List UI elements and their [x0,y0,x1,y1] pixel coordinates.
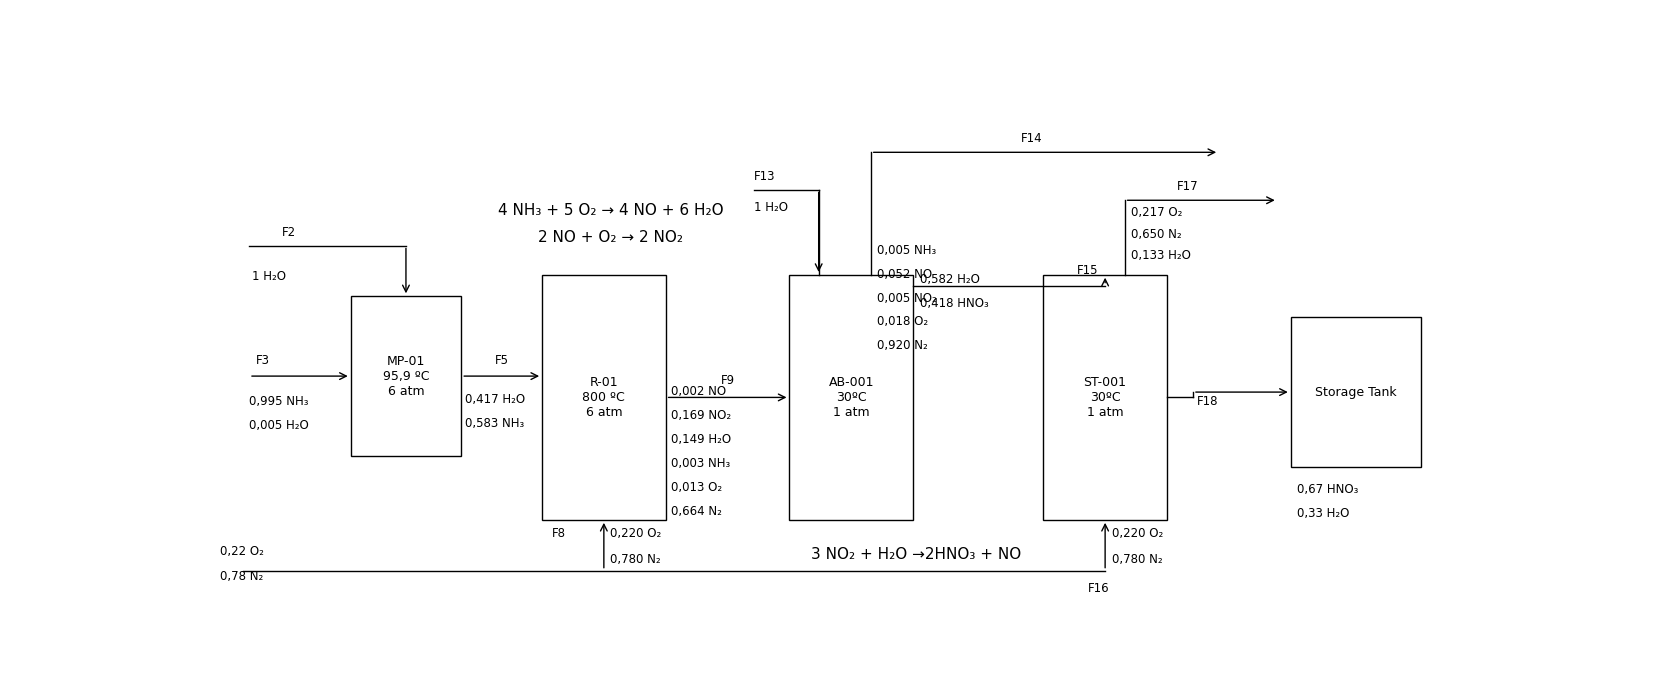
Text: 2 NO + O₂ → 2 NO₂: 2 NO + O₂ → 2 NO₂ [538,230,682,245]
Text: R-01
800 ºC
6 atm: R-01 800 ºC 6 atm [583,376,625,419]
Text: 0,650 N₂: 0,650 N₂ [1131,228,1181,241]
Text: 0,78 N₂: 0,78 N₂ [220,570,264,583]
Text: F9: F9 [721,374,734,387]
Text: AB-001
30ºC
1 atm: AB-001 30ºC 1 atm [828,376,874,419]
Bar [1043,275,1168,520]
Text: 0,67 HNO₃: 0,67 HNO₃ [1297,483,1359,496]
Text: F17: F17 [1178,180,1200,192]
Text: Storage Tank: Storage Tank [1315,385,1396,399]
Bar [543,275,665,520]
Bar [790,275,914,520]
Text: 0,220 O₂: 0,220 O₂ [1112,527,1163,540]
Text: 0,920 N₂: 0,920 N₂ [877,340,927,352]
Text: 0,780 N₂: 0,780 N₂ [1112,553,1163,566]
Text: F13: F13 [754,170,774,183]
Text: 0,013 O₂: 0,013 O₂ [670,481,722,493]
Text: F2: F2 [282,226,296,239]
Text: F8: F8 [551,527,566,540]
Text: 0,133 H₂O: 0,133 H₂O [1131,249,1191,262]
Text: F18: F18 [1196,395,1218,408]
Text: 1 H₂O: 1 H₂O [754,201,788,214]
Text: 0,149 H₂O: 0,149 H₂O [670,432,731,446]
Text: 0,417 H₂O: 0,417 H₂O [465,393,526,406]
Text: 3 NO₂ + H₂O →2HNO₃ + NO: 3 NO₂ + H₂O →2HNO₃ + NO [811,547,1021,562]
Text: 0,003 NH₃: 0,003 NH₃ [670,457,731,470]
Text: 0,169 NO₂: 0,169 NO₂ [670,409,731,421]
Text: 0,582 H₂O: 0,582 H₂O [919,273,979,286]
Text: 0,418 HNO₃: 0,418 HNO₃ [919,297,988,310]
Text: 0,217 O₂: 0,217 O₂ [1131,206,1183,219]
Text: 0,005 NH₃: 0,005 NH₃ [877,244,936,257]
Text: 0,002 NO: 0,002 NO [670,385,726,398]
Text: 0,664 N₂: 0,664 N₂ [670,504,722,518]
Text: 0,052 NO: 0,052 NO [877,268,932,280]
Text: 0,005 NO₂: 0,005 NO₂ [877,291,937,304]
Bar [351,296,462,456]
Text: 0,33 H₂O: 0,33 H₂O [1297,507,1349,520]
Text: F5: F5 [494,354,509,367]
Text: 0,780 N₂: 0,780 N₂ [610,553,660,566]
Text: F16: F16 [1089,582,1109,595]
Text: F14: F14 [1021,131,1043,145]
Text: F3: F3 [255,354,269,367]
Text: 0,018 O₂: 0,018 O₂ [877,316,929,329]
Text: 0,995 NH₃: 0,995 NH₃ [249,395,309,408]
Text: 4 NH₃ + 5 O₂ → 4 NO + 6 H₂O: 4 NH₃ + 5 O₂ → 4 NO + 6 H₂O [497,203,722,219]
Text: 0,583 NH₃: 0,583 NH₃ [465,417,524,430]
Text: 0,005 H₂O: 0,005 H₂O [249,419,309,432]
Text: ST-001
30ºC
1 atm: ST-001 30ºC 1 atm [1084,376,1127,419]
Text: 1 H₂O: 1 H₂O [252,270,286,283]
Text: MP-01
95,9 ºC
6 atm: MP-01 95,9 ºC 6 atm [383,354,428,398]
Text: 0,22 O₂: 0,22 O₂ [220,545,264,558]
Bar [1290,318,1421,466]
Text: 0,220 O₂: 0,220 O₂ [610,527,662,540]
Text: F15: F15 [1077,264,1099,277]
